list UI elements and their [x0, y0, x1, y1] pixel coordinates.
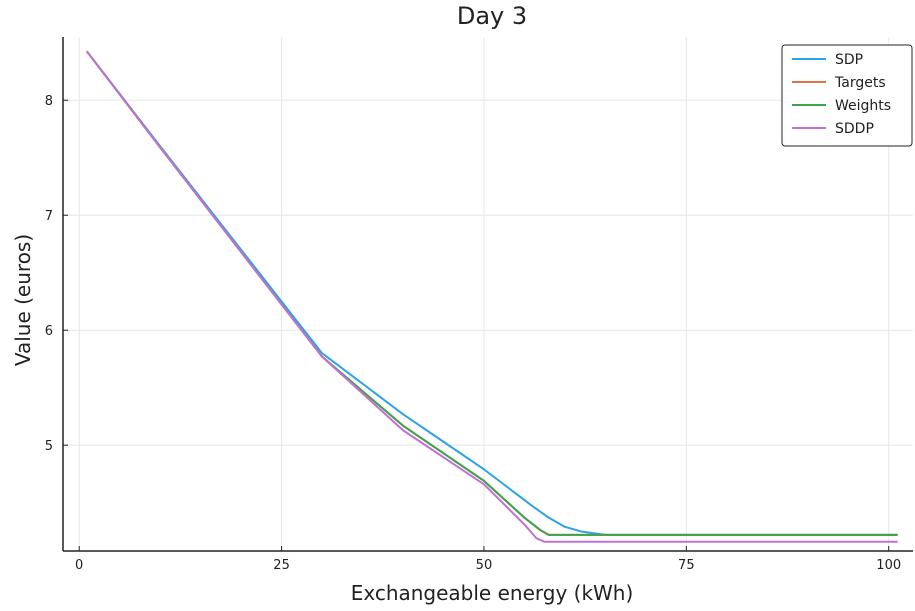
y-axis-title: Value (euros) [11, 234, 35, 366]
legend-label-targets: Targets [834, 75, 886, 91]
x-tick-label: 50 [476, 558, 493, 573]
x-tick-label: 0 [75, 558, 83, 573]
grid [63, 37, 913, 551]
y-tick-label: 7 [45, 209, 53, 224]
y-tick-label: 5 [45, 439, 53, 454]
chart-title: Day 3 [457, 2, 527, 30]
x-tick-label: 100 [876, 558, 901, 573]
x-tick-label: 25 [273, 558, 290, 573]
y-tick-label: 8 [45, 94, 53, 109]
axes [62, 37, 913, 552]
y-tick-label: 6 [45, 324, 53, 339]
series-line-sddp [86, 50, 898, 543]
legend: SDP Targets Weights SDDP [781, 44, 913, 147]
ticks: 0 25 50 75 100 5 6 7 8 [45, 94, 901, 573]
x-axis-title: Exchangeable energy (kWh) [351, 581, 634, 605]
legend-label-weights: Weights [835, 98, 891, 114]
legend-box [781, 44, 913, 147]
x-tick-label: 75 [678, 558, 695, 573]
legend-label-sddp: SDDP [835, 121, 874, 137]
legend-label-sdp: SDP [835, 52, 863, 68]
series-layer [86, 50, 898, 543]
